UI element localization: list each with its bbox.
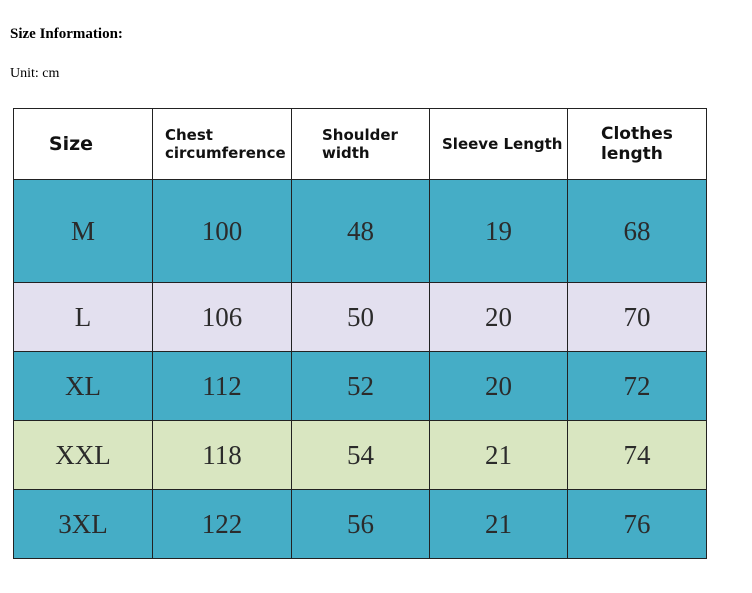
cell-length: 76	[567, 489, 707, 559]
cell-sleeve: 20	[429, 282, 568, 352]
cell-chest: 122	[152, 489, 292, 559]
header-sleeve-length: Sleeve Length	[429, 108, 568, 180]
size-info-heading: Size Information:	[10, 26, 123, 42]
cell-length: 74	[567, 420, 707, 490]
table-row: XXL 118 54 21 74	[13, 420, 707, 490]
cell-length: 68	[567, 179, 707, 283]
cell-size: M	[13, 179, 153, 283]
cell-shoulder: 52	[291, 351, 430, 421]
header-size: Size	[13, 108, 153, 180]
cell-sleeve: 21	[429, 420, 568, 490]
cell-sleeve: 19	[429, 179, 568, 283]
cell-chest: 112	[152, 351, 292, 421]
cell-shoulder: 54	[291, 420, 430, 490]
size-chart-table: Size Chest circumference Shoulder width …	[13, 108, 707, 559]
header-shoulder-width: Shoulder width	[291, 108, 430, 180]
cell-sleeve: 20	[429, 351, 568, 421]
cell-shoulder: 56	[291, 489, 430, 559]
table-row: 3XL 122 56 21 76	[13, 489, 707, 559]
table-row: XL 112 52 20 72	[13, 351, 707, 421]
cell-length: 70	[567, 282, 707, 352]
header-clothes-length: Clothes length	[567, 108, 707, 180]
cell-size: XL	[13, 351, 153, 421]
cell-chest: 106	[152, 282, 292, 352]
cell-sleeve: 21	[429, 489, 568, 559]
header-chest-circumference: Chest circumference	[152, 108, 292, 180]
unit-label: Unit: cm	[10, 66, 60, 81]
cell-shoulder: 50	[291, 282, 430, 352]
header-row: Size Chest circumference Shoulder width …	[13, 108, 707, 180]
cell-chest: 118	[152, 420, 292, 490]
table-row: M 100 48 19 68	[13, 179, 707, 283]
cell-size: XXL	[13, 420, 153, 490]
cell-size: 3XL	[13, 489, 153, 559]
cell-size: L	[13, 282, 153, 352]
table-row: L 106 50 20 70	[13, 282, 707, 352]
cell-chest: 100	[152, 179, 292, 283]
cell-length: 72	[567, 351, 707, 421]
cell-shoulder: 48	[291, 179, 430, 283]
